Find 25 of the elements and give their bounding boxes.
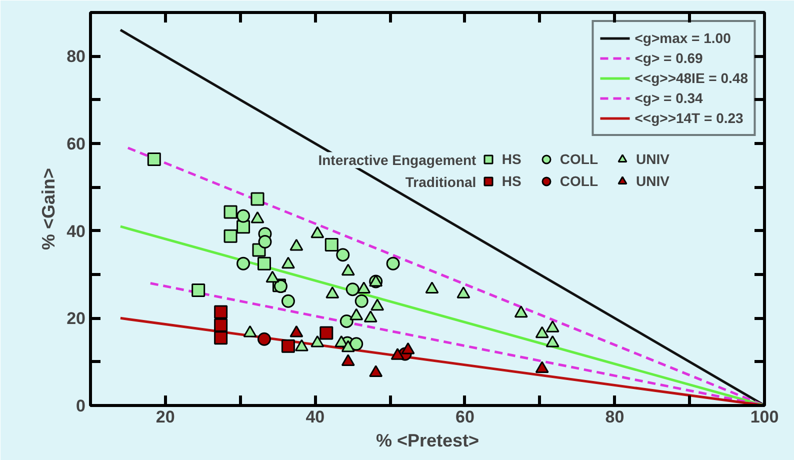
x-tick-label: 40 — [306, 408, 325, 426]
x-tick-label: 100 — [750, 408, 779, 426]
legend-label: HS — [502, 172, 522, 191]
y-tick-label: 0 — [76, 396, 86, 416]
legend-label: UNIV — [636, 150, 670, 170]
legend-label: UNIV — [636, 172, 670, 191]
legend-label: <g> = 0.69 — [634, 50, 703, 66]
legend-label: COLL — [560, 150, 598, 170]
annotation: Interactive Engagement — [318, 152, 477, 168]
legend-label: <g> = 0.34 — [634, 90, 703, 106]
x-tick-label: 80 — [605, 408, 624, 426]
legend-label: <<g>>14T = 0.23 — [634, 110, 744, 126]
x-axis-title: % <Pretest> — [376, 430, 480, 450]
y-axis-title: % <Gain> — [38, 168, 59, 250]
legend-label: <<g>>48IE = 0.48 — [634, 70, 748, 86]
legend-label: COLL — [560, 172, 598, 191]
y-tick-label: 60 — [66, 134, 86, 154]
y-tick-label: 40 — [66, 222, 86, 241]
annotation: Traditional — [405, 174, 476, 190]
x-tick-label: 60 — [455, 408, 474, 426]
y-tick-label: 20 — [66, 309, 86, 328]
legend-label: <g>max = 1.00 — [634, 30, 731, 46]
y-tick-label: 80 — [66, 47, 86, 66]
legend-label: HS — [502, 150, 522, 170]
x-tick-label: 20 — [156, 408, 175, 426]
